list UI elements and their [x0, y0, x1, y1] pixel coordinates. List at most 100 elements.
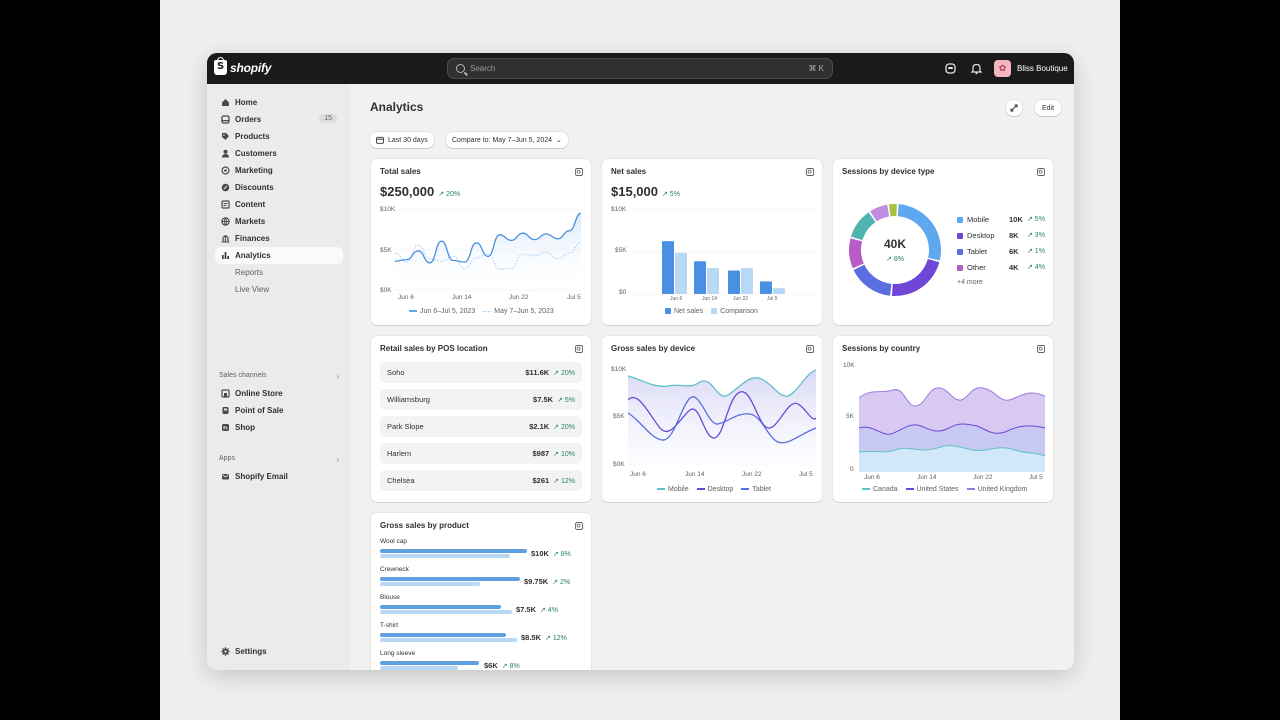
product-name: Wool cap [380, 538, 407, 545]
country-sessions-area-chart [859, 387, 1045, 472]
explore-icon[interactable] [806, 168, 814, 176]
sidebar-item-markets[interactable]: Markets [215, 213, 343, 230]
donut-slice[interactable] [853, 264, 892, 296]
pos-row[interactable]: Harlem $987 ↗ 10% [380, 443, 582, 464]
gross-product-card: Gross sales by product Wool cap $10K ↗ 8%… [371, 513, 591, 670]
apps-header[interactable]: Apps › [219, 455, 339, 464]
sidebar-item-settings[interactable]: Settings [215, 643, 343, 660]
explore-icon[interactable] [575, 522, 583, 530]
legend-value: 6K [1009, 247, 1019, 256]
net-sales-bar[interactable] [760, 281, 772, 294]
product-row[interactable]: Wool cap $10K ↗ 8% [380, 538, 580, 562]
x-tick: Jun 22 [509, 294, 529, 301]
sidebar-subitem-reports[interactable]: Reports [215, 264, 343, 281]
product-bar [380, 661, 479, 665]
date-range-filter[interactable]: Last 30 days [370, 132, 434, 148]
sidebar-item-label: Shop [235, 423, 255, 432]
donut-slice[interactable] [891, 259, 940, 296]
pos-name: Park Slope [387, 422, 424, 431]
net-sales-card: Net sales $15,000 ↗ 5% $10K $5K $0 Jun 6 … [602, 159, 822, 325]
legend-delta: ↗ 1% [1027, 248, 1045, 255]
pos-delta: ↗ 20% [553, 423, 575, 431]
sidebar-item-point-of-sale[interactable]: Point of Sale [215, 402, 343, 419]
sidebar-item-shop[interactable]: Shop [215, 419, 343, 436]
product-name: Long sleeve [380, 650, 416, 657]
x-tick: Jun 14 [685, 471, 705, 478]
donut-slice[interactable] [850, 212, 876, 241]
sidebar-item-analytics[interactable]: Analytics [215, 247, 343, 264]
sidebar-item-customers[interactable]: Customers [215, 145, 343, 162]
product-row[interactable]: Long sleeve $6K ↗ 8% [380, 650, 580, 670]
chart-legend: Canada United States United Kingdom [862, 486, 1027, 493]
pos-value: $261 [532, 476, 550, 485]
product-row[interactable]: T-shirt $8.5K ↗ 12% [380, 622, 580, 646]
legend-label: Mobile [967, 215, 990, 224]
sidebar-item-label: Marketing [235, 166, 273, 175]
donut-slice[interactable] [849, 238, 864, 269]
card-title: Gross sales by product [380, 521, 469, 530]
sidekick-icon[interactable] [944, 62, 957, 75]
legend-item: Mobile [657, 486, 689, 493]
net-sales-value: $15,000 ↗ 5% [611, 184, 680, 199]
explore-icon[interactable] [1037, 168, 1045, 176]
sidebar-item-label: Home [235, 98, 258, 107]
sidebar-item-home[interactable]: Home [215, 94, 343, 111]
explore-icon[interactable] [1037, 345, 1045, 353]
explore-icon[interactable] [575, 168, 583, 176]
donut-slice[interactable] [897, 204, 941, 261]
more-devices-link[interactable]: +4 more [957, 279, 983, 286]
sidebar-item-shopify-email[interactable]: Shopify Email [215, 468, 343, 485]
main-content: Analytics Edit Last 30 days Compare to: … [350, 84, 1074, 670]
orders-icon [221, 115, 230, 124]
compare-filter[interactable]: Compare to: May 7–Jun 5, 2024 ⌄ [446, 132, 568, 148]
sales-channels-header[interactable]: Sales channels › [219, 372, 339, 381]
search-input[interactable]: Search ⌘ K [447, 58, 833, 79]
pos-name: Chelsea [387, 476, 415, 485]
comparison-bar[interactable] [707, 267, 719, 294]
sidebar-item-finances[interactable]: Finances [215, 230, 343, 247]
product-amount: $6K [484, 661, 498, 670]
shopify-logo[interactable]: shopify [214, 57, 271, 75]
comparison-bar[interactable] [773, 288, 785, 294]
fullscreen-button[interactable] [1006, 100, 1022, 116]
x-tick: Jun 22 [973, 474, 993, 481]
pos-row[interactable]: Williamsburg $7.5K ↗ 5% [380, 389, 582, 410]
net-sales-bar[interactable] [694, 261, 706, 294]
x-tick: Jun 6 [864, 474, 880, 481]
legend-label: Jun 6–Jul 5, 2023 [420, 308, 476, 315]
pos-row[interactable]: Chelsea $261 ↗ 12% [380, 470, 582, 491]
device-sessions-card: Sessions by device type 40K ↗ 8% Mobile 1… [833, 159, 1053, 325]
store-menu[interactable]: ✿ Bliss Boutique [994, 60, 1068, 77]
legend-delta: ↗ 4% [1027, 264, 1045, 271]
net-sales-bar[interactable] [662, 241, 674, 294]
edit-button[interactable]: Edit [1035, 100, 1061, 116]
legend-item: Jun 6–Jul 5, 2023 [409, 308, 475, 315]
legend-label: Canada [873, 486, 898, 493]
x-tick: Jul 5 [799, 471, 813, 478]
legend-value: 8K [1009, 231, 1019, 240]
sidebar-item-online-store[interactable]: Online Store [215, 385, 343, 402]
comparison-bar[interactable] [741, 267, 753, 294]
sidebar-subitem-live-view[interactable]: Live View [215, 281, 343, 298]
explore-icon[interactable] [806, 345, 814, 353]
sidebar-item-discounts[interactable]: Discounts [215, 179, 343, 196]
y-tick: $0K [613, 461, 625, 468]
product-row[interactable]: Crewneck $9.75K ↗ 2% [380, 566, 580, 590]
notification-bell-icon[interactable] [970, 62, 983, 75]
sidebar-item-orders[interactable]: Orders 15 [215, 111, 343, 128]
x-tick: Jun 6 [630, 471, 646, 478]
net-sales-bar[interactable] [728, 270, 740, 294]
pos-row[interactable]: Soho $11.6K ↗ 20% [380, 362, 582, 383]
sidebar-item-content[interactable]: Content [215, 196, 343, 213]
pos-row[interactable]: Park Slope $2.1K ↗ 20% [380, 416, 582, 437]
donut-slice[interactable] [870, 204, 890, 222]
product-row[interactable]: Blouse $7.5K ↗ 4% [380, 594, 580, 618]
sidebar-item-products[interactable]: Products [215, 128, 343, 145]
gross-device-area-chart [628, 369, 816, 466]
sidebar-item-marketing[interactable]: Marketing [215, 162, 343, 179]
comparison-bar[interactable] [675, 252, 687, 294]
donut-slice[interactable] [888, 204, 897, 217]
y-tick: 0 [850, 466, 854, 473]
product-compare-bar [380, 638, 517, 642]
explore-icon[interactable] [575, 345, 583, 353]
